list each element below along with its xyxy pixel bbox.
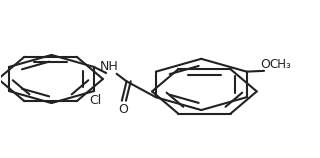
Text: O: O xyxy=(261,58,270,71)
Text: CH₃: CH₃ xyxy=(270,58,292,71)
Text: O: O xyxy=(118,103,128,116)
Text: Cl: Cl xyxy=(90,94,102,107)
Text: NH: NH xyxy=(100,60,118,73)
